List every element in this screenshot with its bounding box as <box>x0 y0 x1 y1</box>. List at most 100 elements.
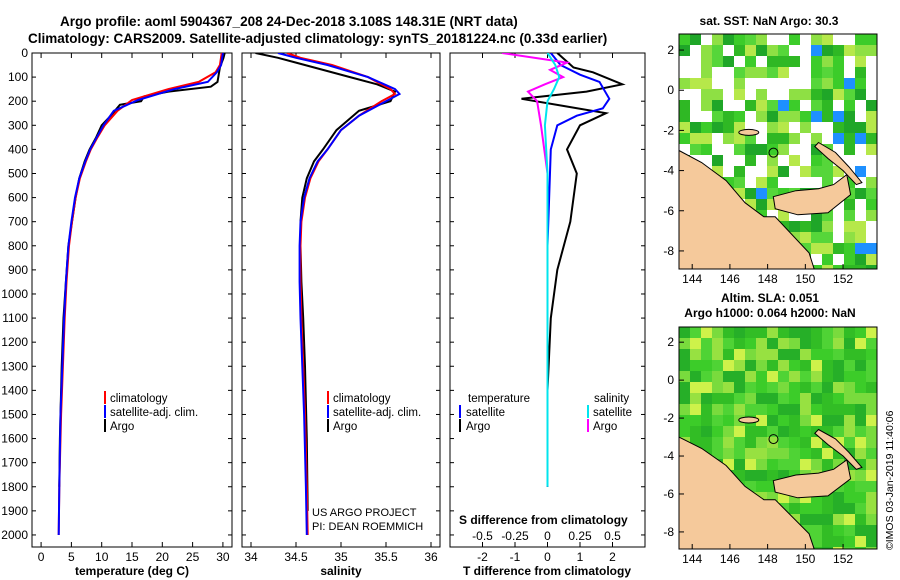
map-cell <box>844 349 855 360</box>
map-cell <box>745 470 756 481</box>
map-cell <box>712 393 723 404</box>
map-cell <box>811 166 822 177</box>
map-cell <box>844 426 855 437</box>
map-cell <box>756 111 767 122</box>
map-cell <box>734 45 745 56</box>
map-cell <box>789 404 800 415</box>
map-cell <box>822 166 833 177</box>
map-cell <box>833 514 844 525</box>
map-cell <box>855 547 866 549</box>
map-cell <box>723 459 734 470</box>
map-cell <box>767 415 778 426</box>
map-cell <box>723 338 734 349</box>
depth-tick-label: 900 <box>8 263 28 277</box>
map-cell <box>690 349 701 360</box>
map-cell <box>811 525 822 536</box>
map-cell <box>756 448 767 459</box>
map-lon-label: 150 <box>795 272 815 286</box>
map-cell <box>800 338 811 349</box>
map-cell <box>767 56 778 67</box>
map-cell <box>745 34 756 45</box>
map-cell <box>756 100 767 111</box>
map-cell <box>866 481 877 492</box>
x-tick-label: 20 <box>156 550 170 564</box>
map-cell <box>789 371 800 382</box>
map-cell <box>811 210 822 221</box>
legend-climatology: climatology <box>333 393 391 405</box>
map-cell <box>855 393 866 404</box>
x-tick-label: -2 <box>477 550 488 564</box>
map-cell <box>712 338 723 349</box>
map-cell <box>844 111 855 122</box>
map-cell <box>844 393 855 404</box>
map-cell <box>701 338 712 349</box>
map-cell <box>844 78 855 89</box>
map-cell <box>679 122 690 133</box>
map-cell <box>789 327 800 338</box>
map-cell <box>800 327 811 338</box>
map-cell <box>811 448 822 459</box>
map-cell <box>811 144 822 155</box>
map-cell <box>789 338 800 349</box>
map-cell <box>866 525 877 536</box>
depth-tick-label: 1700 <box>1 456 28 470</box>
map-cell <box>756 470 767 481</box>
map-cell <box>767 338 778 349</box>
map-cell <box>789 34 800 45</box>
map-cell <box>855 525 866 536</box>
map-cell <box>701 360 712 371</box>
map-cell <box>723 448 734 459</box>
map-cell <box>822 349 833 360</box>
map-cell <box>756 338 767 349</box>
map-cell <box>723 122 734 133</box>
map-cell <box>712 100 723 111</box>
map-cell <box>679 349 690 360</box>
map-cell <box>822 177 833 188</box>
map-cell <box>866 133 877 144</box>
map-cell <box>855 188 866 199</box>
map-cell <box>866 144 877 155</box>
map-cell <box>778 415 789 426</box>
map-cell <box>679 327 690 338</box>
map-cell <box>690 144 701 155</box>
map-cell <box>778 360 789 371</box>
map-cell <box>734 177 745 188</box>
map-cell <box>811 492 822 503</box>
depth-tick-label: 100 <box>8 70 28 84</box>
map-cell <box>811 437 822 448</box>
map-cell <box>734 78 745 89</box>
map-cell <box>789 89 800 100</box>
map-cell <box>745 437 756 448</box>
salinity-legend: climatology satellite-adj. clim. Argo <box>327 391 421 433</box>
map-cell <box>701 382 712 393</box>
map-cell <box>822 415 833 426</box>
map-cell <box>745 56 756 67</box>
map-cell <box>844 254 855 265</box>
map-cell <box>822 210 833 221</box>
map-cell <box>767 111 778 122</box>
map-cell <box>844 210 855 221</box>
map-cell <box>756 199 767 210</box>
map-lon-label: 146 <box>720 272 740 286</box>
map-cell <box>679 338 690 349</box>
map-cell <box>690 371 701 382</box>
temperature-plot-frame <box>31 52 233 548</box>
legend-s-satellite: satellite <box>593 407 632 419</box>
map-cell <box>745 144 756 155</box>
map-cell <box>866 327 877 338</box>
map-cell <box>778 470 789 481</box>
map-cell <box>745 133 756 144</box>
map-cell <box>833 371 844 382</box>
map-cell <box>822 67 833 78</box>
map-cell <box>734 360 745 371</box>
profile-lines <box>57 53 626 536</box>
map-cell <box>866 254 877 265</box>
map-cell <box>811 243 822 254</box>
depth-tick-label: 0 <box>21 46 28 60</box>
map-cell <box>767 371 778 382</box>
map-cell <box>844 459 855 470</box>
map-cell <box>833 67 844 78</box>
map-cell <box>800 349 811 360</box>
map-cell <box>855 415 866 426</box>
map-cell <box>833 122 844 133</box>
